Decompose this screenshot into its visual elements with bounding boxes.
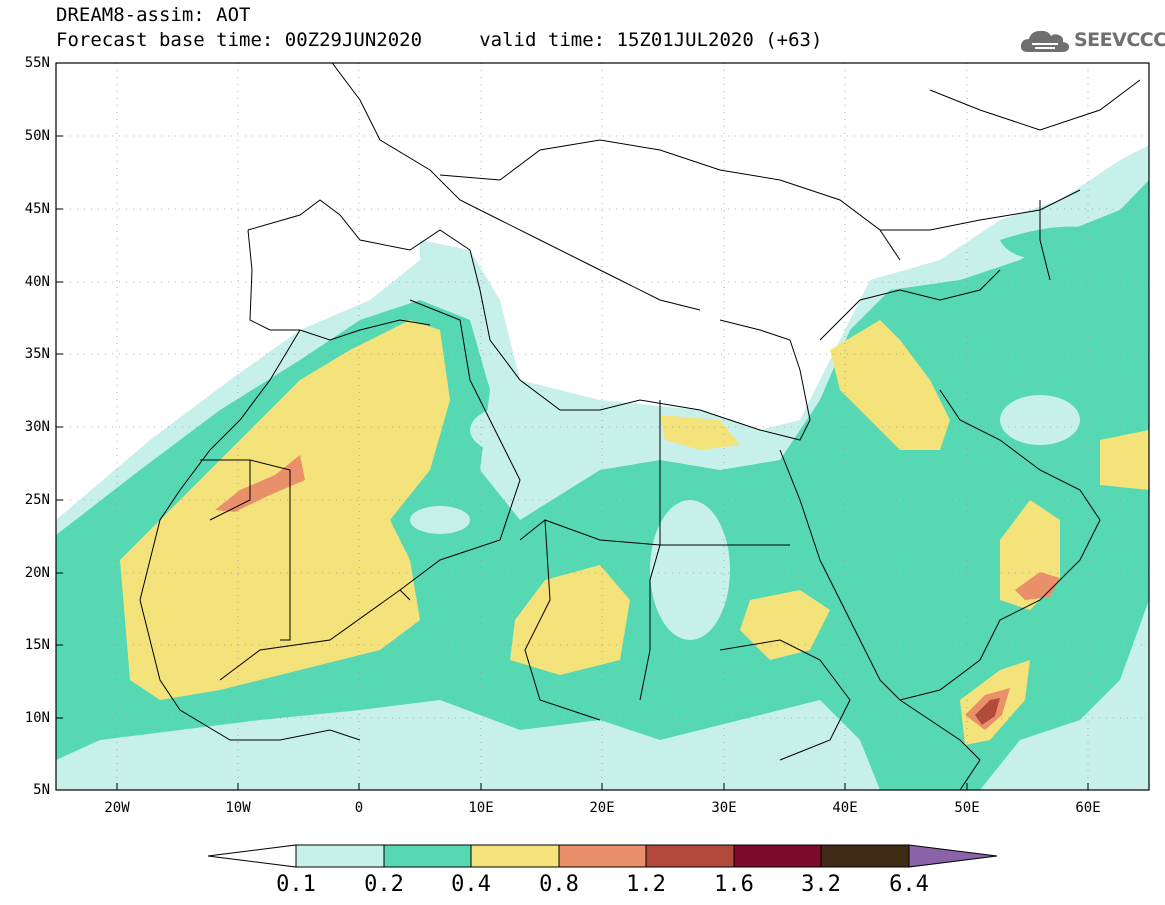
colorbar-swatch-1.2-1.6 (645, 844, 735, 868)
lat-label: 5N (33, 782, 50, 798)
aot-contour-0.1 (1000, 395, 1080, 445)
lat-label: 35N (24, 346, 50, 362)
colorbar-swatch-1.6-3.2 (733, 844, 822, 868)
lon-label: 0 (354, 800, 364, 816)
cloud-icon (1020, 30, 1070, 52)
colorbar-swatch-3.2-6.4 (820, 844, 910, 868)
colorbar-label: 0.1 (276, 872, 316, 897)
aot-contour-0.1 (410, 506, 470, 534)
aot-contour-0.4 (1100, 430, 1149, 490)
aot-field (56, 63, 1149, 790)
aot-contour-0.8 (215, 455, 305, 512)
colorbar (207, 844, 998, 868)
lon-label: 60E (1075, 800, 1101, 816)
lon-label: 20W (104, 800, 130, 816)
aot-contour-0.8 (1015, 572, 1060, 600)
aot-contour-0.1 (650, 500, 730, 640)
lon-label: 20E (589, 800, 615, 816)
aot-contour-0.1 (470, 400, 610, 460)
map-title: DREAM8-assim: AOT (56, 4, 251, 26)
lon-label: 40E (832, 800, 858, 816)
lat-label: 25N (24, 492, 50, 508)
lat-label: 45N (24, 201, 50, 217)
lon-label: 10W (225, 800, 251, 816)
lat-label: 30N (24, 419, 50, 435)
lon-label: 50E (954, 800, 980, 816)
seevccc-logo: SEEVCCC (1018, 24, 1165, 58)
lat-label: 20N (24, 565, 50, 581)
colorbar-label: 1.6 (714, 872, 754, 897)
aot-contour-0.4 (510, 565, 630, 675)
aot-contour-1.2 (975, 698, 1000, 725)
aot-contour-0.4 (120, 320, 450, 700)
coastlines (139, 63, 1141, 790)
colorbar-label: 0.8 (539, 872, 579, 897)
colorbar-label: 3.2 (801, 872, 841, 897)
logo-text: SEEVCCC (1074, 29, 1165, 51)
lon-label: 30E (711, 800, 737, 816)
colorbar-label: 0.2 (364, 872, 404, 897)
aot-contour-0.2 (1000, 226, 1100, 261)
colorbar-under-arrow (207, 844, 297, 868)
colorbar-swatch-0.2-0.4 (383, 844, 472, 868)
aot-contour-0.4 (830, 320, 950, 450)
aot-contour-0.4 (660, 415, 740, 450)
colorbar-label: 6.4 (889, 872, 929, 897)
forecast-time-line: Forecast base time: 00Z29JUN2020 valid t… (56, 29, 823, 51)
lat-label: 55N (24, 55, 50, 71)
colorbar-label: 0.4 (451, 872, 491, 897)
lat-label: 50N (24, 128, 50, 144)
colorbar-label: 1.2 (626, 872, 666, 897)
colorbar-swatch-0.4-0.8 (470, 844, 560, 868)
graticule (56, 63, 1149, 790)
lon-label: 10E (468, 800, 494, 816)
colorbar-swatch-0.1-0.2 (295, 844, 385, 868)
lat-label: 10N (24, 710, 50, 726)
colorbar-over-arrow (908, 844, 998, 868)
colorbar-swatch-0.8-1.2 (558, 844, 647, 868)
lat-label: 15N (24, 637, 50, 653)
axis-ticks (56, 62, 1089, 791)
lat-label: 40N (24, 274, 50, 290)
